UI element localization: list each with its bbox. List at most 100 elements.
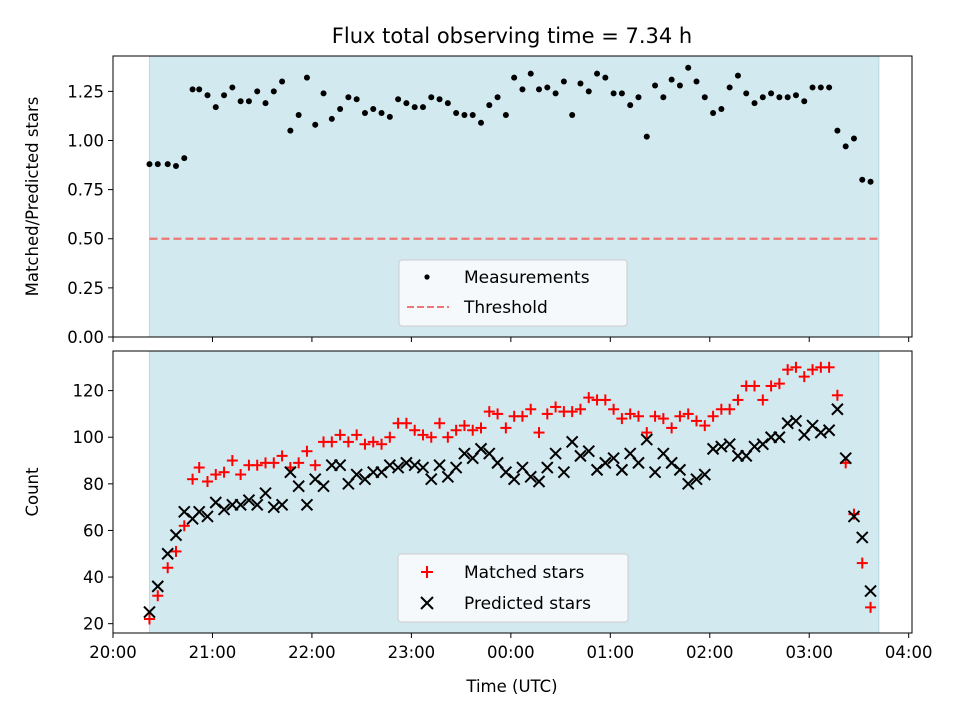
- predicted-star-point: [275, 498, 289, 512]
- predicted-star-point: [565, 435, 579, 449]
- y-tick-label: 1.00: [67, 131, 104, 150]
- measurement-point: [444, 100, 451, 107]
- matched-star-point: [442, 431, 454, 443]
- predicted-star-point: [333, 458, 347, 472]
- count-y-axis-label: Count: [23, 467, 42, 517]
- matched-star-point: [425, 431, 437, 443]
- measurement-point: [519, 86, 526, 93]
- measurement-point: [262, 100, 269, 107]
- measurement-point: [270, 88, 277, 95]
- predicted-star-point: [582, 445, 595, 458]
- x-tick-label: 00:00: [487, 643, 535, 662]
- matched-star-point: [856, 557, 868, 569]
- predicted-star-point: [474, 442, 488, 456]
- matched-star-point: [574, 403, 586, 415]
- matched-star-point: [541, 408, 553, 420]
- measurement-point: [718, 106, 725, 113]
- predicted-star-point: [599, 456, 612, 470]
- predicted-star-point: [856, 531, 869, 544]
- measurement-point: [386, 113, 393, 120]
- measurement-point: [237, 98, 244, 105]
- predicted-star-point: [822, 424, 836, 437]
- matched-star-point: [226, 455, 238, 467]
- matched-star-point: [674, 410, 686, 422]
- measurement-point: [792, 92, 799, 99]
- matched-star-point: [865, 601, 877, 613]
- measurement-point: [734, 72, 741, 79]
- measurement-point: [494, 94, 501, 101]
- y-tick-label: 60: [83, 521, 104, 540]
- measurement-point: [469, 111, 476, 118]
- ratio-y-axis-label: Matched/Predicted stars: [23, 97, 42, 297]
- measurement-point: [353, 96, 360, 103]
- predicted-star-point: [574, 449, 587, 463]
- measurement-point: [643, 133, 650, 140]
- matched-star-point: [649, 410, 661, 422]
- matched-star-point: [757, 394, 769, 406]
- matched-star-point: [782, 364, 794, 376]
- matched-star-point: [342, 436, 354, 448]
- measurement-point: [154, 161, 161, 168]
- measurement-point: [287, 127, 294, 134]
- measurement-point: [378, 109, 385, 116]
- measurement-point: [395, 96, 402, 103]
- matched-star-point: [699, 420, 711, 432]
- matched-star-point: [376, 438, 388, 450]
- measurement-point: [809, 84, 816, 91]
- legend-predicted-marker: [420, 596, 434, 610]
- measurement-point: [759, 94, 766, 101]
- ratio-legend-box: [398, 259, 628, 327]
- measurement-point: [859, 176, 866, 183]
- count-legend-box: [397, 553, 629, 623]
- matched-star-point: [500, 422, 512, 434]
- measurement-point: [312, 121, 319, 128]
- measurement-point: [834, 127, 841, 134]
- count-panel: 20 40 60 80 100 120 20:00 21:00 22:00 23:00 00:00…: [23, 350, 932, 696]
- predicted-star-point: [557, 465, 571, 479]
- matched-star-point: [334, 429, 346, 441]
- matched-star-point: [790, 361, 802, 373]
- matched-star-point: [251, 459, 263, 471]
- measurement-point: [685, 64, 692, 71]
- matched-star-point: [409, 424, 421, 436]
- matched-star-point: [301, 445, 313, 457]
- matched-star-point: [193, 462, 205, 474]
- x-tick-label: 21:00: [189, 643, 237, 662]
- predicted-star-point: [433, 458, 446, 472]
- matched-star-point: [682, 408, 694, 420]
- matched-star-point: [162, 562, 174, 574]
- matched-star-point: [201, 476, 213, 488]
- ratio-y-ticks: 0.00 0.25 0.50 0.75 1.00 1.25: [67, 82, 113, 347]
- legend-predicted-label: Predicted stars: [464, 594, 591, 614]
- predicted-star-point: [541, 461, 554, 474]
- legend-measurements-label: Measurements: [464, 268, 590, 288]
- measurement-point: [453, 109, 460, 116]
- matched-star-point: [599, 394, 611, 406]
- matched-star-point: [749, 380, 761, 392]
- measurement-point: [436, 96, 443, 103]
- predicted-star-point: [615, 463, 629, 477]
- matched-star-point: [351, 429, 363, 441]
- matched-star-point: [152, 590, 164, 602]
- matched-star-point: [632, 410, 644, 422]
- count-x-ticks: 20:00 21:00 22:00 23:00 00:00 01:00 02:00 03:00…: [89, 633, 932, 662]
- matched-star-point: [608, 403, 620, 415]
- matched-star-point: [798, 371, 810, 383]
- matched-star-point: [384, 431, 396, 443]
- predicted-star-point: [350, 468, 363, 481]
- predicted-star-point: [242, 493, 256, 507]
- matched-star-point: [178, 520, 190, 532]
- measurement-point: [345, 94, 352, 101]
- predicted-star-point: [234, 498, 247, 512]
- measurement-point: [618, 90, 625, 97]
- matched-star-point: [691, 415, 703, 427]
- y-tick-label: 120: [73, 382, 105, 401]
- measurement-point: [710, 109, 717, 116]
- legend-measurements-marker: [424, 274, 430, 280]
- predicted-star-point: [831, 403, 844, 416]
- measurement-point: [768, 90, 775, 97]
- measurement-point: [585, 88, 592, 95]
- measurement-point: [254, 88, 261, 95]
- matched-star-point: [765, 380, 777, 392]
